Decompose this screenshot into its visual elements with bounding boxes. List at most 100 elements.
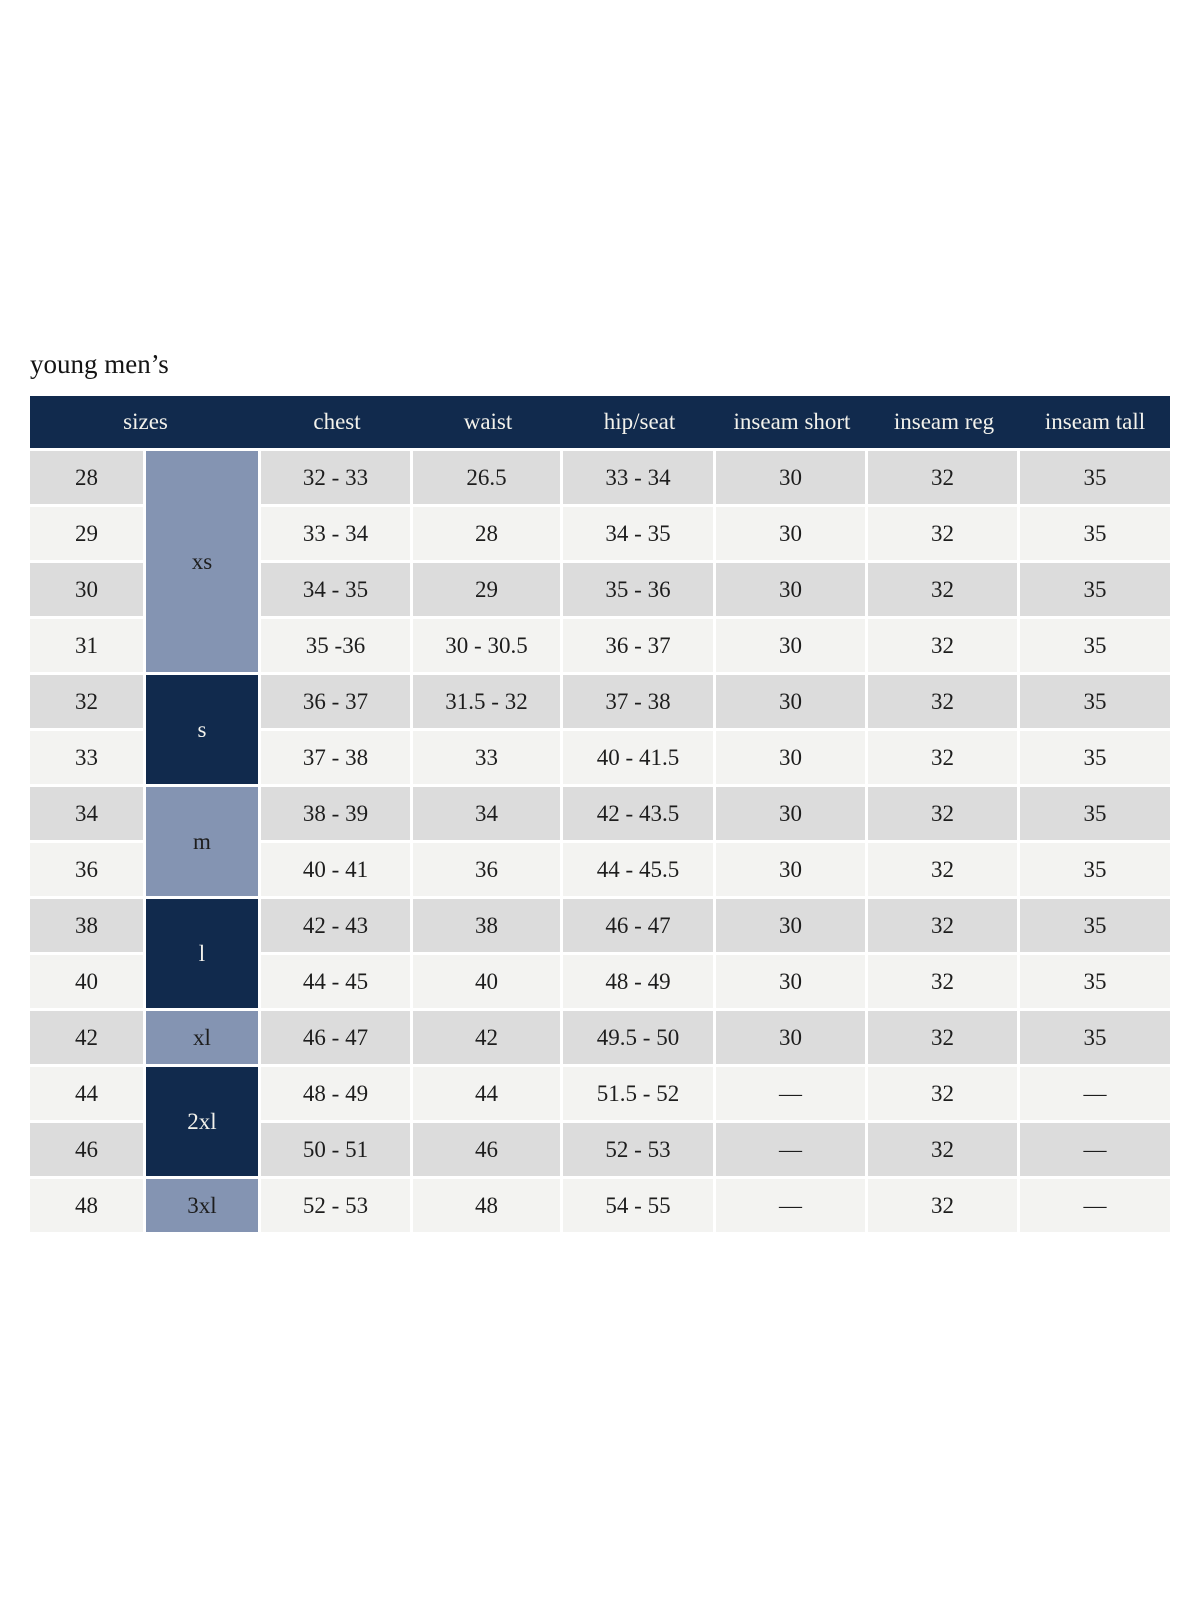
cell-inseam-tall: — [1020, 1067, 1170, 1124]
cell-inseam-reg: 32 [868, 1067, 1020, 1124]
cell-size: 36 [30, 843, 146, 900]
cell-inseam-short: 30 [716, 507, 868, 564]
cell-inseam-tall: 35 [1020, 507, 1170, 564]
cell-inseam-short: 30 [716, 619, 868, 676]
cell-chest: 44 - 45 [261, 955, 413, 1012]
cell-inseam-tall: 35 [1020, 1011, 1170, 1068]
cell-waist: 36 [413, 843, 563, 900]
cell-inseam-short: — [716, 1123, 868, 1180]
cell-inseam-tall: 35 [1020, 563, 1170, 620]
cell-hip-seat: 51.5 - 52 [563, 1067, 716, 1124]
cell-chest: 36 - 37 [261, 675, 413, 732]
cell-chest: 32 - 33 [261, 451, 413, 508]
cell-waist: 40 [413, 955, 563, 1012]
table-row: 30 34 - 35 29 35 - 36 30 32 35 [30, 563, 1170, 620]
page-title: young men’s [30, 349, 169, 379]
cell-size: 30 [30, 563, 146, 620]
cell-waist: 38 [413, 899, 563, 956]
header-inseam-reg: inseam reg [868, 396, 1020, 452]
cell-inseam-tall: 35 [1020, 619, 1170, 676]
cell-inseam-tall: — [1020, 1123, 1170, 1180]
cell-inseam-reg: 32 [868, 675, 1020, 732]
cell-inseam-short: 30 [716, 451, 868, 508]
table-row: 46 50 - 51 46 52 - 53—32— [30, 1123, 1170, 1180]
table-row: 31 35 -36 30 - 30.5 36 - 37 30 32 35 [30, 619, 1170, 676]
header-chest: chest [261, 396, 413, 452]
cell-waist: 26.5 [413, 451, 563, 508]
cell-chest: 42 - 43 [261, 899, 413, 956]
cell-inseam-reg: 32 [868, 507, 1020, 564]
cell-inseam-short: 30 [716, 899, 868, 956]
cell-size: 38 [30, 899, 146, 956]
cell-chest: 52 - 53 [261, 1179, 413, 1236]
cell-hip-seat: 35 - 36 [563, 563, 716, 620]
cell-hip-seat: 54 - 55 [563, 1179, 716, 1236]
size-chart-table: sizes chest waist hip/seat inseam short … [30, 396, 1170, 1236]
cell-waist: 42 [413, 1011, 563, 1068]
header-row: sizes chest waist hip/seat inseam short … [30, 396, 1170, 452]
cell-inseam-short: — [716, 1179, 868, 1236]
table-row: 40 44 - 45 40 48 - 49 30 32 35 [30, 955, 1170, 1012]
cell-inseam-tall: 35 [1020, 731, 1170, 788]
cell-waist: 48 [413, 1179, 563, 1236]
cell-hip-seat: 40 - 41.5 [563, 731, 716, 788]
cell-waist: 29 [413, 563, 563, 620]
table-row: 42 xl 46 - 47 42 49.5 - 50 30 32 35 [30, 1011, 1170, 1068]
cell-size: 46 [30, 1123, 146, 1180]
cell-inseam-short: 30 [716, 563, 868, 620]
cell-hip-seat: 34 - 35 [563, 507, 716, 564]
cell-hip-seat: 44 - 45.5 [563, 843, 716, 900]
cell-size: 29 [30, 507, 146, 564]
size-group-label: 3xl [146, 1179, 261, 1236]
cell-hip-seat: 52 - 53 [563, 1123, 716, 1180]
cell-inseam-reg: 32 [868, 787, 1020, 844]
cell-inseam-short: 30 [716, 787, 868, 844]
cell-waist: 33 [413, 731, 563, 788]
cell-size: 33 [30, 731, 146, 788]
cell-inseam-reg: 32 [868, 619, 1020, 676]
size-group-label: m [146, 787, 261, 900]
table-row: 36 40 - 41 36 44 - 45.5 30 32 35 [30, 843, 1170, 900]
cell-inseam-reg: 32 [868, 731, 1020, 788]
cell-waist: 30 - 30.5 [413, 619, 563, 676]
cell-waist: 31.5 - 32 [413, 675, 563, 732]
header-sizes: sizes [30, 396, 261, 452]
cell-hip-seat: 37 - 38 [563, 675, 716, 732]
cell-hip-seat: 33 - 34 [563, 451, 716, 508]
cell-inseam-reg: 32 [868, 843, 1020, 900]
header-inseam-tall: inseam tall [1020, 396, 1170, 452]
size-group-label: l [146, 899, 261, 1012]
cell-inseam-short: 30 [716, 955, 868, 1012]
cell-size: 34 [30, 787, 146, 844]
table-row: 28 xs 32 - 33 26.5 33 - 34 30 32 35 [30, 451, 1170, 676]
cell-inseam-tall: 35 [1020, 451, 1170, 508]
cell-inseam-reg: 32 [868, 563, 1020, 620]
cell-chest: 40 - 41 [261, 843, 413, 900]
cell-size: 42 [30, 1011, 146, 1068]
table-row: 38 l 42 - 43 38 46 - 47 30 32 35 [30, 899, 1170, 1012]
cell-inseam-tall: 35 [1020, 675, 1170, 732]
cell-inseam-reg: 32 [868, 1179, 1020, 1236]
cell-inseam-short: 30 [716, 731, 868, 788]
cell-inseam-short: — [716, 1067, 868, 1124]
cell-size: 32 [30, 675, 146, 732]
size-chart-page: young men’s sizes chest waist hip/seat i… [30, 349, 1170, 1236]
cell-inseam-short: 30 [716, 843, 868, 900]
header-waist: waist [413, 396, 563, 452]
cell-inseam-tall: 35 [1020, 843, 1170, 900]
header-inseam-short: inseam short [716, 396, 868, 452]
cell-size: 48 [30, 1179, 146, 1236]
cell-waist: 46 [413, 1123, 563, 1180]
cell-inseam-reg: 32 [868, 1123, 1020, 1180]
size-group-label: 2xl [146, 1067, 261, 1180]
cell-inseam-short: 30 [716, 1011, 868, 1068]
cell-hip-seat: 46 - 47 [563, 899, 716, 956]
cell-inseam-tall: 35 [1020, 787, 1170, 844]
cell-inseam-reg: 32 [868, 1011, 1020, 1068]
cell-chest: 38 - 39 [261, 787, 413, 844]
cell-size: 31 [30, 619, 146, 676]
cell-inseam-tall: — [1020, 1179, 1170, 1236]
size-group-label: xs [146, 451, 261, 676]
cell-chest: 35 -36 [261, 619, 413, 676]
cell-hip-seat: 49.5 - 50 [563, 1011, 716, 1068]
